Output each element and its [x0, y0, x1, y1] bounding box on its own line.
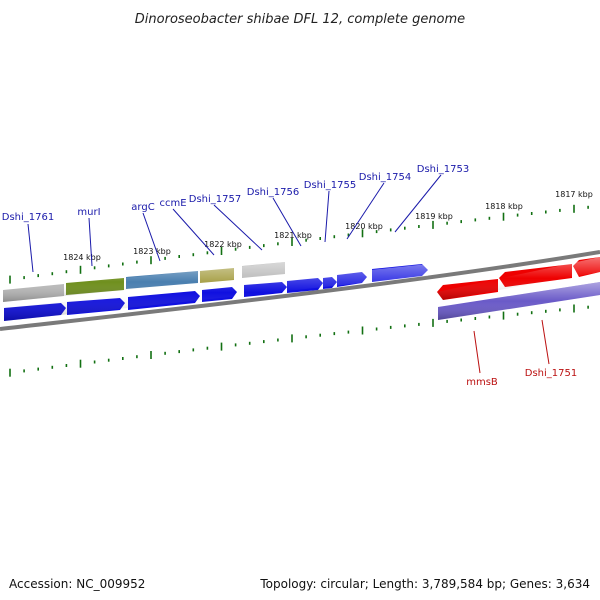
leader-dshi-1756 — [272, 197, 302, 247]
leader-ccme — [172, 208, 215, 256]
leader-mmsb — [473, 330, 481, 374]
leader-dshi-1761 — [27, 223, 34, 273]
scale-ticks-upper — [9, 204, 589, 284]
genome-backbone — [0, 250, 600, 331]
gene-labels-reverse: mmsB Dshi_1751 — [466, 368, 577, 388]
leader-dshi-1751 — [541, 319, 550, 365]
gene-label-dshi-1761[interactable]: Dshi_1761 — [2, 212, 54, 223]
gene-label-mmsb[interactable]: mmsB — [466, 377, 498, 388]
gene-label-dshi-1757[interactable]: Dshi_1757 — [189, 194, 241, 205]
leader-dshi-1757 — [213, 204, 263, 251]
gloss-overlay — [3, 257, 600, 321]
gene-labels-forward: Dshi_1761 murI argC ccmE Dshi_1757 Dshi_… — [2, 164, 469, 223]
scale-label-1822: 1822 kbp — [204, 240, 242, 249]
scale-labels: 1824 kbp 1823 kbp 1822 kbp 1821 kbp 1820… — [63, 190, 593, 262]
gene-label-muri[interactable]: murI — [77, 207, 100, 218]
scale-label-1820: 1820 kbp — [345, 222, 383, 231]
map-title: Dinoroseobacter shibae DFL 12, complete … — [135, 12, 465, 27]
accession-text: Accession: NC_009952 — [9, 577, 146, 591]
scale-label-1824: 1824 kbp — [63, 253, 101, 262]
leader-dshi-1753 — [394, 174, 442, 233]
gene-label-dshi-1755[interactable]: Dshi_1755 — [304, 180, 356, 191]
leader-lines-reverse — [473, 319, 550, 374]
leader-muri — [88, 217, 93, 267]
gene-label-argc[interactable]: argC — [131, 202, 154, 213]
gene-label-dshi-1753[interactable]: Dshi_1753 — [417, 164, 469, 175]
gene-label-ccme[interactable]: ccmE — [159, 198, 186, 209]
gene-label-dshi-1756[interactable]: Dshi_1756 — [247, 187, 299, 198]
scale-label-1818: 1818 kbp — [485, 202, 523, 211]
genome-summary-text: Topology: circular; Length: 3,789,584 bp… — [260, 577, 590, 591]
leader-lines-forward — [27, 174, 442, 273]
scale-label-1821: 1821 kbp — [274, 231, 312, 240]
leader-argc — [142, 212, 161, 262]
scale-ticks-lower — [9, 304, 589, 377]
gene-label-dshi-1751[interactable]: Dshi_1751 — [525, 368, 577, 379]
leader-dshi-1754 — [346, 182, 385, 240]
scale-label-1817: 1817 kbp — [555, 190, 593, 199]
gene-label-dshi-1754[interactable]: Dshi_1754 — [359, 172, 411, 183]
scale-label-1819: 1819 kbp — [415, 212, 453, 221]
scale-label-1823: 1823 kbp — [133, 247, 171, 256]
leader-dshi-1755 — [324, 190, 330, 243]
